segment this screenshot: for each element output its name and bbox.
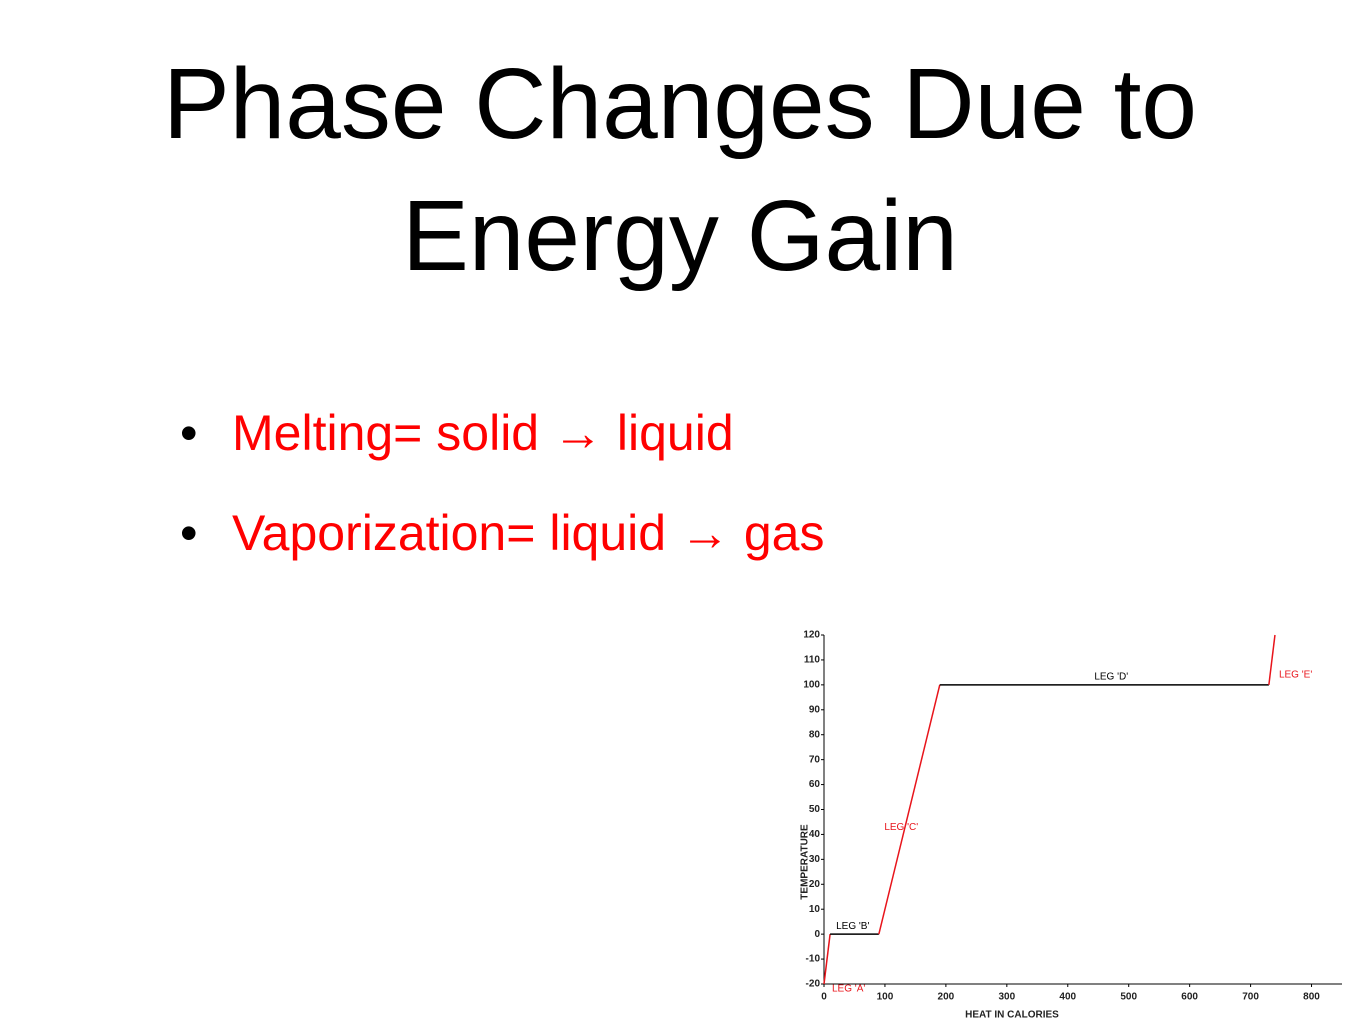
x-axis-label: HEAT IN CALORIES [965, 1010, 1059, 1021]
x-tick-label: 100 [877, 992, 894, 1003]
y-tick-label: 50 [809, 804, 821, 815]
y-tick-label: -20 [806, 979, 821, 990]
x-tick-label: 500 [1120, 992, 1137, 1003]
y-tick-label: 100 [803, 679, 820, 690]
data-line [878, 684, 941, 935]
x-tick-label: 700 [1242, 992, 1259, 1003]
series-label: LEG 'E' [1279, 670, 1312, 681]
series-label: LEG 'D' [1094, 671, 1128, 682]
x-tick-label: 400 [1059, 992, 1076, 1003]
bullet-item: • Melting= solid → liquid [180, 405, 734, 461]
x-tick-label: 800 [1303, 992, 1320, 1003]
y-tick-label: 30 [809, 854, 821, 865]
y-axis-label: TEMPERATURE [800, 824, 811, 900]
y-tick-label: 110 [804, 655, 821, 666]
series-label: LEG 'A' [832, 984, 865, 995]
y-tick-label: 10 [809, 904, 821, 915]
y-tick-label: 80 [809, 729, 821, 740]
series-label: LEG 'C' [884, 822, 918, 833]
y-tick-label: 60 [809, 779, 821, 790]
y-tick-label: 40 [809, 829, 821, 840]
y-tick-label: 90 [809, 704, 821, 715]
y-tick-label: -10 [806, 954, 821, 965]
y-tick-label: 70 [809, 754, 821, 765]
bullet-text: Melting= solid → liquid [232, 405, 734, 461]
bullet-item: • Vaporization= liquid → gas [180, 505, 825, 561]
y-tick-label: 120 [803, 630, 820, 641]
bullet-text: Vaporization= liquid → gas [232, 505, 825, 561]
x-tick-label: 600 [1181, 992, 1198, 1003]
slide-title: Phase Changes Due to Energy Gain [162, 48, 1198, 292]
y-tick-label: 20 [809, 879, 821, 890]
data-line [823, 934, 831, 985]
data-line [1268, 634, 1276, 685]
x-tick-label: 200 [938, 992, 955, 1003]
x-tick-label: 0 [821, 992, 827, 1003]
y-tick-label: 0 [814, 929, 820, 940]
series-label: LEG 'B' [836, 921, 869, 932]
x-tick-label: 300 [998, 992, 1015, 1003]
